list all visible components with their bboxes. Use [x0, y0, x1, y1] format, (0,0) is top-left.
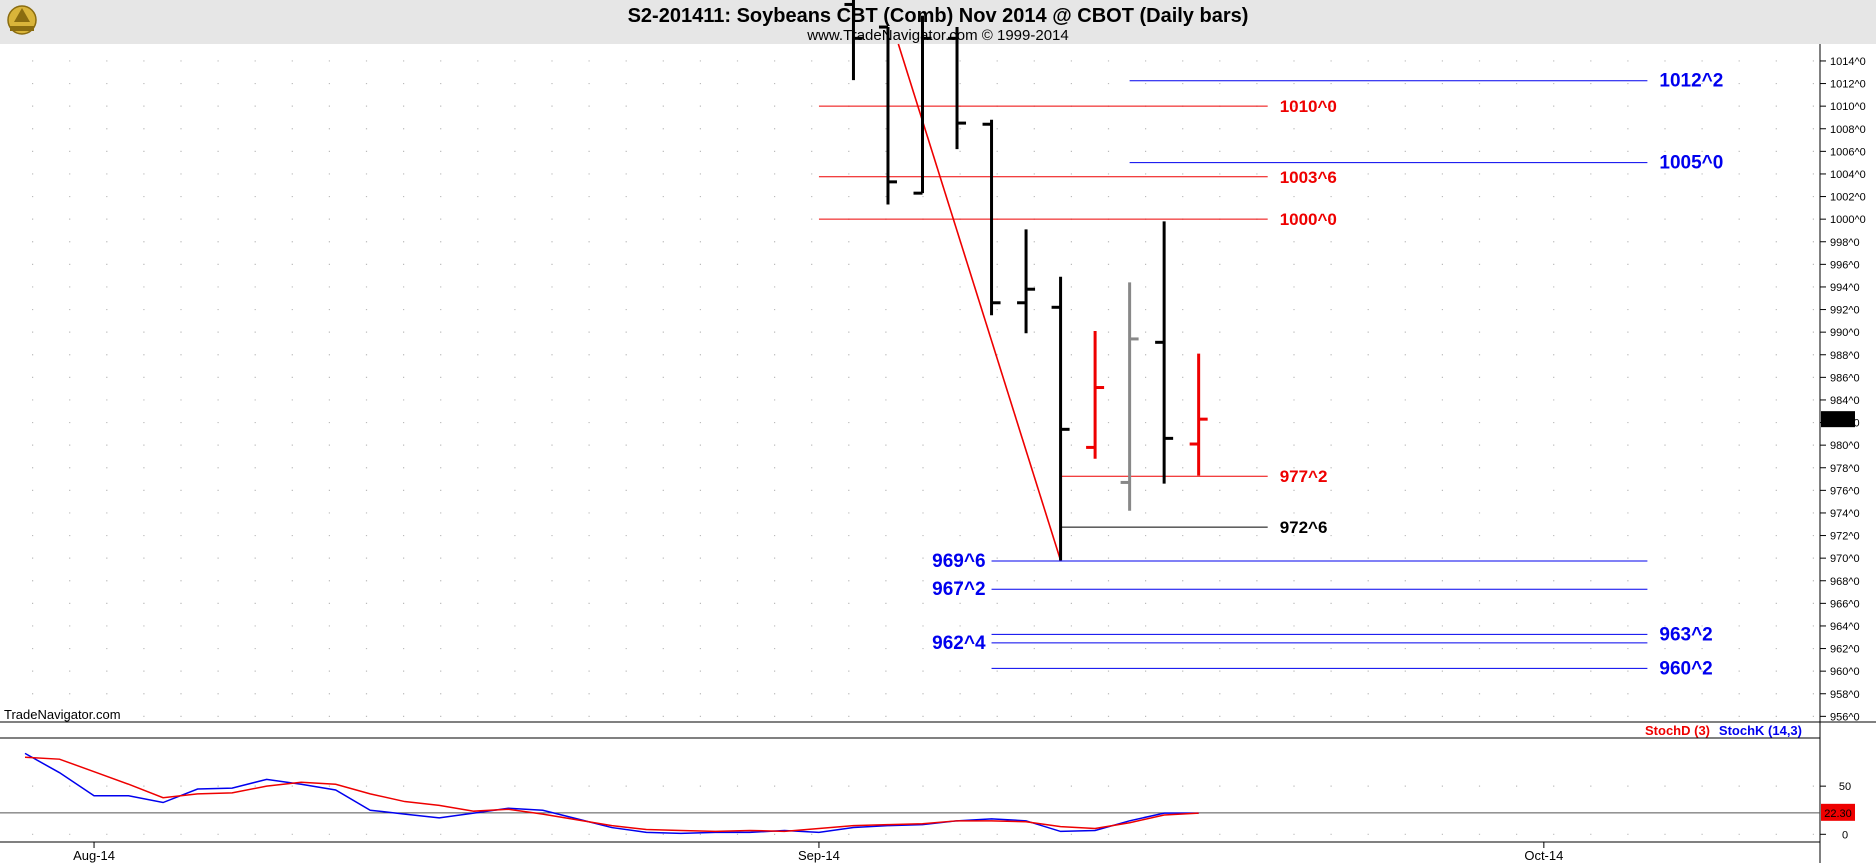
y-tick-label: 1000^0	[1830, 214, 1866, 226]
x-tick-label: Sep-14	[798, 848, 840, 863]
y-tick-label: 994^0	[1830, 282, 1860, 294]
level-label: 960^2	[1659, 658, 1712, 679]
legend-stochk: StochK (14,3)	[1719, 723, 1802, 738]
stochastic-axis-ticks[interactable]: 50 0 22.30	[1820, 781, 1855, 841]
stochastic-grid	[25, 785, 1820, 835]
level-label: 1000^0	[1280, 210, 1337, 229]
ohlc-bar[interactable]	[982, 119, 1001, 316]
stochd-line	[24, 756, 1199, 833]
ohlc-bar[interactable]	[948, 27, 967, 150]
level-label: 969^6	[932, 551, 985, 572]
stochk-line	[24, 752, 1199, 835]
level-label: 1012^2	[1659, 71, 1723, 92]
y-tick-label: 1004^0	[1830, 169, 1866, 181]
ohlc-bar[interactable]	[1155, 221, 1174, 484]
level-label: 977^2	[1280, 467, 1328, 486]
y-tick-label: 998^0	[1830, 237, 1860, 249]
y-tick-label: 1008^0	[1830, 124, 1866, 136]
reference-label: 22.30	[1824, 808, 1852, 820]
trendline[interactable]	[897, 43, 1062, 561]
header-band	[0, 0, 1876, 44]
y-tick-label: 964^0	[1830, 621, 1860, 633]
y-tick-label: 976^0	[1830, 485, 1860, 497]
y-tick-label: 984^0	[1830, 395, 1860, 407]
y-tick-label: 1014^0	[1830, 56, 1866, 68]
y-tick-label: 1002^0	[1830, 192, 1866, 204]
y-tick-label: 958^0	[1830, 689, 1860, 701]
level-label: 967^2	[932, 579, 985, 600]
reference-badge: 22.30	[1821, 803, 1855, 821]
ohlc-bars	[844, 0, 1208, 561]
level-label: 1003^6	[1280, 168, 1337, 187]
level-label: 972^6	[1280, 518, 1328, 537]
price-plot-background	[0, 44, 1820, 722]
y-tick-label: 962^0	[1830, 644, 1860, 656]
level-label: 963^2	[1659, 624, 1712, 645]
last-price-badge: 982^4	[1821, 411, 1855, 428]
price-plot: 1012^2 1005^0 1010^0 1003^6 1000^0 977^2 972^6…	[0, 0, 1820, 722]
indicator-legend: StochK (14,3) StochD (3)	[1645, 723, 1802, 738]
y-tick-label: 960^0	[1830, 666, 1860, 678]
indicator-tick-label: 50	[1839, 781, 1851, 793]
y-tick-label: 986^0	[1830, 372, 1860, 384]
last-price-label: 982^4	[1823, 414, 1853, 426]
y-tick-label: 980^0	[1830, 440, 1860, 452]
legend-stochd: StochD (3)	[1645, 723, 1710, 738]
ohlc-bar[interactable]	[1120, 282, 1139, 511]
y-tick-label: 1010^0	[1830, 101, 1866, 113]
y-tick-label: 1006^0	[1830, 146, 1866, 158]
level-labels: 1012^2 1005^0 1010^0 1003^6 1000^0 977^2 972^6…	[932, 71, 1723, 680]
chart-subtitle: www.TradeNavigator.com © 1999-2014	[806, 27, 1068, 44]
y-tick-label: 968^0	[1830, 576, 1860, 588]
indicator-tick-label: 0	[1842, 829, 1848, 841]
level-label: 1005^0	[1659, 153, 1723, 174]
y-tick-label: 966^0	[1830, 598, 1860, 610]
x-tick-label: Aug-14	[73, 848, 115, 863]
y-tick-label: 972^0	[1830, 531, 1860, 543]
trendline-layer	[897, 43, 1062, 561]
stochastic-plot	[0, 752, 1820, 835]
y-tick-label: 990^0	[1830, 327, 1860, 339]
y-tick-label: 1012^0	[1830, 79, 1866, 91]
ohlc-bar[interactable]	[844, 0, 863, 81]
trade-navigator-logo-icon[interactable]	[7, 5, 37, 35]
price-axis-ticks[interactable]: 1014^0 1012^0 1010^0 1008^0 1006^0 1004^0 1002…	[1820, 56, 1866, 723]
last-price-box	[1821, 411, 1855, 428]
stochastic-lines	[24, 752, 1199, 835]
watermark: TradeNavigator.com	[4, 707, 121, 722]
y-tick-label: 974^0	[1830, 508, 1860, 520]
chart-title: S2-201411: Soybeans CBT (Comb) Nov 2014 …	[628, 5, 1249, 27]
ohlc-bar[interactable]	[1051, 276, 1070, 561]
y-tick-label: 970^0	[1830, 553, 1860, 565]
support-resistance-levels	[818, 80, 1648, 669]
x-axis-ticks: Aug-14 Sep-14 Oct-14	[73, 842, 1563, 863]
ohlc-bar[interactable]	[1017, 229, 1036, 334]
y-tick-label: 996^0	[1830, 259, 1860, 271]
ohlc-bar[interactable]	[878, 25, 897, 205]
level-label: 962^4	[932, 633, 986, 654]
reference-box	[1821, 803, 1855, 821]
y-tick-label: 956^0	[1830, 711, 1860, 723]
level-label: 1010^0	[1280, 97, 1337, 116]
x-tick-label: Oct-14	[1524, 848, 1563, 863]
ohlc-bar[interactable]	[1086, 331, 1105, 459]
y-tick-label: 978^0	[1830, 463, 1860, 475]
y-tick-label: 988^0	[1830, 350, 1860, 362]
ohlc-bar[interactable]	[1189, 353, 1208, 476]
ohlc-bar[interactable]	[913, 15, 932, 195]
y-tick-label: 992^0	[1830, 305, 1860, 317]
